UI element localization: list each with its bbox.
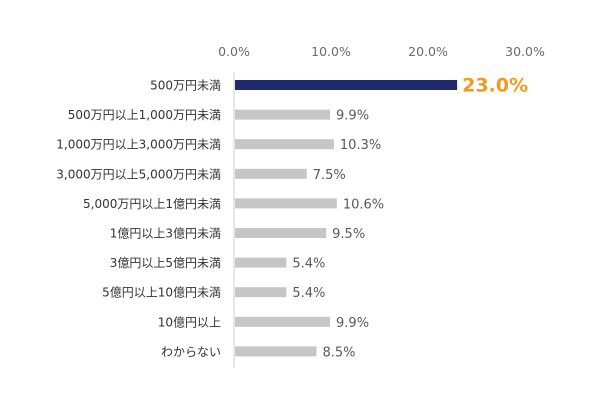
category-label: 1,000万円以上3,000万円未満	[56, 138, 221, 152]
value-label: 5.4%	[292, 257, 325, 272]
value-label: 7.5%	[313, 168, 346, 183]
value-label: 8.5%	[322, 345, 355, 360]
value-label: 10.6%	[343, 197, 384, 212]
value-label: 9.9%	[336, 316, 369, 331]
bar-highlighted	[235, 80, 458, 90]
bar	[235, 168, 307, 179]
category-label: わからない	[161, 345, 221, 359]
bar	[235, 257, 287, 268]
category-label: 3億円以上5億円未満	[110, 256, 221, 270]
value-label-highlighted: 23.0%	[462, 75, 528, 97]
bar	[235, 198, 337, 209]
x-axis-ticks: 0.0% 10.0% 20.0% 30.0%	[218, 44, 545, 59]
value-label: 9.9%	[336, 109, 369, 124]
bar	[235, 139, 334, 150]
category-label: 1億円以上3億円未満	[110, 227, 221, 241]
bars	[235, 80, 458, 357]
bar	[235, 346, 317, 357]
x-tick-label: 20.0%	[408, 44, 448, 59]
value-label: 5.4%	[292, 286, 325, 301]
category-label: 500万円未満	[150, 79, 221, 93]
bar	[235, 228, 327, 238]
x-tick-label: 0.0%	[218, 44, 250, 59]
value-label: 9.5%	[332, 227, 365, 242]
value-labels: 23.0% 9.9% 10.3% 7.5% 10.6% 9.5% 5.4% 5.4% 9.9% 8…	[292, 75, 528, 361]
x-tick-label: 30.0%	[505, 44, 545, 59]
bar	[235, 109, 331, 120]
category-label: 10億円以上	[158, 315, 221, 329]
category-labels: 500万円未満 500万円以上1,000万円未満 1,000万円以上3,000万円未…	[56, 79, 221, 359]
bar	[235, 287, 287, 298]
bar	[235, 316, 331, 327]
category-label: 500万円以上1,000万円未満	[68, 108, 221, 122]
value-label: 10.3%	[340, 138, 381, 153]
category-label: 5億円以上10億円未満	[102, 286, 221, 300]
category-label: 3,000万円以上5,000万円未満	[56, 167, 221, 181]
category-label: 5,000万円以上1億円未満	[83, 197, 221, 211]
x-tick-label: 10.0%	[311, 44, 351, 59]
